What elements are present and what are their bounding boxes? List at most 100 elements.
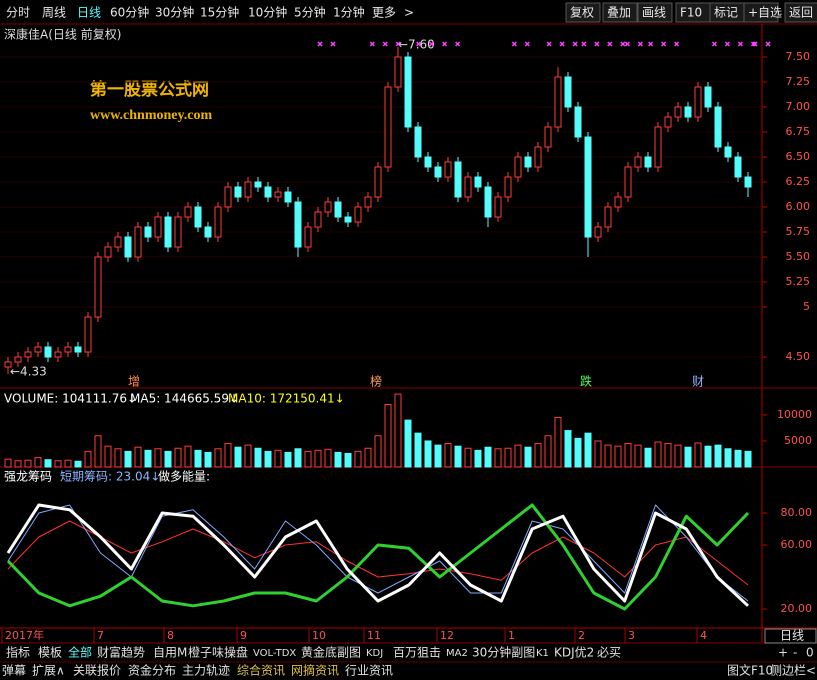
candle-body — [484, 186, 492, 218]
watermark-url: www.chnmoney.com — [90, 108, 212, 123]
toolbar-button-label[interactable]: +自选 — [748, 6, 782, 20]
period-tab[interactable]: 1分钟 — [333, 5, 365, 20]
bottom-button[interactable]: 资金分布 — [128, 663, 176, 678]
indicator-tab[interactable]: KDJ — [366, 648, 383, 659]
bottom-button[interactable]: 关联报价 — [73, 663, 121, 678]
toolbar-button[interactable] — [565, 2, 601, 23]
candle-body — [274, 191, 282, 198]
candle-body — [284, 191, 292, 203]
indicator-tab[interactable]: 必买 — [597, 646, 621, 660]
bottom-button[interactable]: 图文F10 — [727, 663, 773, 678]
indicator-tab[interactable]: 指标 — [6, 645, 30, 660]
candle-body — [14, 356, 22, 363]
volume-bar — [254, 447, 262, 468]
period-tab[interactable]: 60分钟 — [110, 5, 149, 20]
indicator-tab[interactable]: K1 — [536, 648, 549, 659]
toolbar-button[interactable] — [784, 2, 817, 23]
volume-bar — [144, 449, 152, 468]
bottom-button[interactable]: 弹幕 — [2, 664, 26, 678]
y-tick-label: 10000 — [777, 408, 812, 421]
indicator-line — [6, 503, 750, 611]
volume-bar — [404, 419, 412, 468]
indicator-line — [7, 520, 749, 586]
volume-bar — [584, 432, 592, 468]
volume-bar — [734, 449, 742, 468]
event-cross — [737, 41, 743, 47]
event-cross — [546, 41, 552, 47]
candle-body — [164, 216, 172, 248]
zoom-control[interactable]: - — [793, 646, 797, 660]
candle-body — [564, 76, 572, 108]
candle-body — [354, 206, 362, 223]
bottom-button[interactable]: 网摘资讯 — [291, 663, 339, 678]
candle-body — [24, 351, 32, 358]
volume-legend: MA5: 144665.59↓ — [130, 392, 239, 406]
period-box — [764, 628, 817, 644]
volume-bar — [514, 444, 522, 468]
volume-bar — [484, 446, 492, 468]
bottom-button[interactable]: 主力轨迹 — [182, 664, 230, 678]
volume-bar — [54, 460, 62, 468]
toolbar-button-label[interactable]: 标记 — [714, 6, 738, 20]
toolbar-button-label[interactable]: 画线 — [642, 6, 666, 20]
volume-bar — [24, 459, 32, 468]
volume-bar — [214, 448, 222, 468]
toolbar-button-label[interactable]: 复权 — [570, 6, 594, 20]
indicator-tab[interactable]: 全部 — [68, 645, 92, 660]
toolbar-button-label[interactable]: F10 — [680, 6, 702, 20]
indicator-tab[interactable]: 财富趋势 — [97, 645, 145, 660]
period-tab[interactable]: 10分钟 — [248, 5, 287, 20]
period-tab[interactable]: 分时 — [6, 6, 30, 20]
volume-bar — [124, 450, 132, 468]
candle-body — [734, 156, 742, 178]
candle-body — [124, 236, 132, 258]
bottom-button[interactable]: 扩展∧ — [32, 664, 65, 678]
y-tick-label: 5 — [803, 300, 810, 313]
bottom-button[interactable]: 侧边栏< — [770, 663, 816, 678]
toolbar-button-label[interactable]: 叠加 — [607, 6, 631, 20]
event-cross — [724, 41, 730, 47]
candle-body — [494, 196, 502, 218]
zoom-control[interactable]: 0 — [806, 646, 814, 660]
low-marker: ←4.33 — [10, 365, 47, 379]
zoom-control[interactable]: + — [778, 646, 788, 660]
toolbar-button[interactable] — [743, 2, 779, 23]
volume-bar — [344, 452, 352, 468]
bottom-button[interactable]: 综合资讯 — [237, 663, 285, 678]
period-tab[interactable]: 5分钟 — [294, 5, 326, 20]
candle-body — [504, 176, 512, 198]
indicator-tab[interactable]: 百万狙击 — [393, 646, 441, 660]
period-tab[interactable]: > — [404, 6, 414, 20]
indicator-tab[interactable]: 30分钟副图 — [472, 645, 535, 660]
volume-bar — [654, 441, 662, 468]
candle-body — [634, 156, 642, 168]
toolbar-button[interactable] — [637, 2, 673, 23]
toolbar-button[interactable] — [602, 2, 638, 23]
period-tab[interactable]: 日线 — [77, 6, 101, 20]
period-tab[interactable]: 15分钟 — [200, 5, 239, 20]
volume-bar — [104, 445, 112, 468]
volume-bar — [694, 442, 702, 468]
indicator-tab[interactable]: 模板 — [38, 646, 62, 660]
event-cross — [661, 41, 667, 47]
period-tab[interactable]: 周线 — [42, 6, 66, 20]
candle-body — [204, 226, 212, 238]
volume-bar — [704, 445, 712, 468]
period-tab[interactable]: 30分钟 — [155, 5, 194, 20]
candle-body — [364, 196, 372, 208]
volume-bar — [164, 450, 172, 468]
volume-bar — [504, 447, 512, 468]
indicator-tab[interactable]: 自用M — [153, 646, 187, 660]
date-label: 8 — [167, 629, 174, 642]
toolbar-button-label[interactable]: 返回 — [789, 6, 813, 20]
bottom-button[interactable]: 行业资讯 — [345, 664, 393, 678]
indicator-tab[interactable]: VOL-TDX — [253, 648, 296, 659]
candle-body — [294, 201, 302, 248]
indicator-tab[interactable]: 橙子味操盘 — [188, 645, 248, 660]
period-tab[interactable]: 更多 — [372, 6, 396, 20]
candle-body — [714, 106, 722, 148]
indicator-tab[interactable]: 黄金底副图 — [301, 645, 361, 660]
indicator-tab[interactable]: KDJ优2 — [554, 646, 594, 660]
candle-body — [404, 56, 412, 128]
indicator-tab[interactable]: MA2 — [446, 648, 468, 659]
